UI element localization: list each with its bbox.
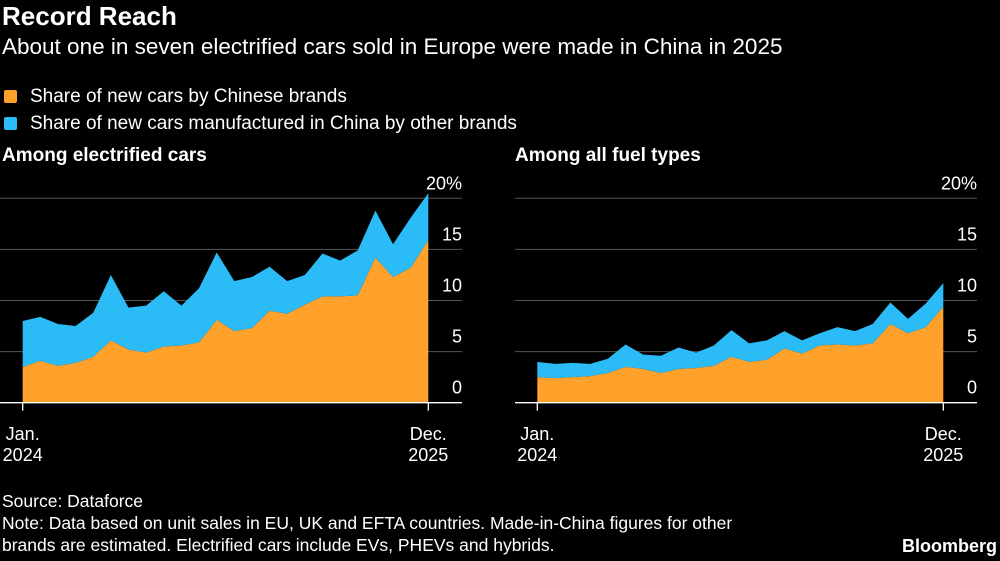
bloomberg-logo: Bloomberg [901,536,997,556]
panel-title-electrified: Among electrified cars [2,145,207,166]
y-tick-label: 0 [452,378,462,398]
y-tick-label: 0 [967,378,977,398]
y-tick-label: 10 [442,276,462,296]
y-tick-label: 5 [452,327,462,347]
area-made-in-china-other-brands [537,283,944,379]
y-tick-label: 20% [941,173,977,193]
note-line-1: Note: Data based on unit sales in EU, UK… [2,513,733,533]
x-tick-label: Dec. [925,424,962,444]
source-note: Source: Dataforce Note: Data based on un… [2,490,732,556]
legend-item-made-in-china-other: Share of new cars manufactured in China … [4,110,517,137]
area-chinese-brands [22,240,429,403]
y-tick-label: 5 [967,327,977,347]
legend-swatch-orange [4,90,17,103]
area-made-in-china-other-brands [22,193,429,367]
x-tick-label: 2025 [408,445,448,465]
legend-label: Share of new cars by Chinese brands [30,85,347,107]
source: Source: Dataforce [2,491,144,511]
x-tick-label: Jan. [520,424,554,444]
legend-swatch-blue [4,117,17,130]
legend-label: Share of new cars manufactured in China … [30,112,517,134]
panel-title-all-fuel: Among all fuel types [515,145,701,166]
y-tick-label: 15 [957,224,977,244]
y-tick-label: 20% [426,173,462,193]
legend: Share of new cars by Chinese brands Shar… [4,83,517,137]
y-tick-label: 10 [957,276,977,296]
x-tick-label: 2024 [517,445,557,465]
area-chinese-brands [537,306,944,403]
x-tick-label: Jan. [6,424,40,444]
x-tick-label: Dec. [410,424,447,444]
y-tick-label: 15 [442,224,462,244]
chart-title: Record Reach [2,1,177,31]
legend-item-chinese-brands: Share of new cars by Chinese brands [4,83,517,110]
chart-subtitle: About one in seven electrified cars sold… [2,34,783,59]
x-tick-label: 2024 [3,445,43,465]
note-line-2: brands are estimated. Electrified cars i… [2,535,555,555]
x-tick-label: 2025 [923,445,963,465]
